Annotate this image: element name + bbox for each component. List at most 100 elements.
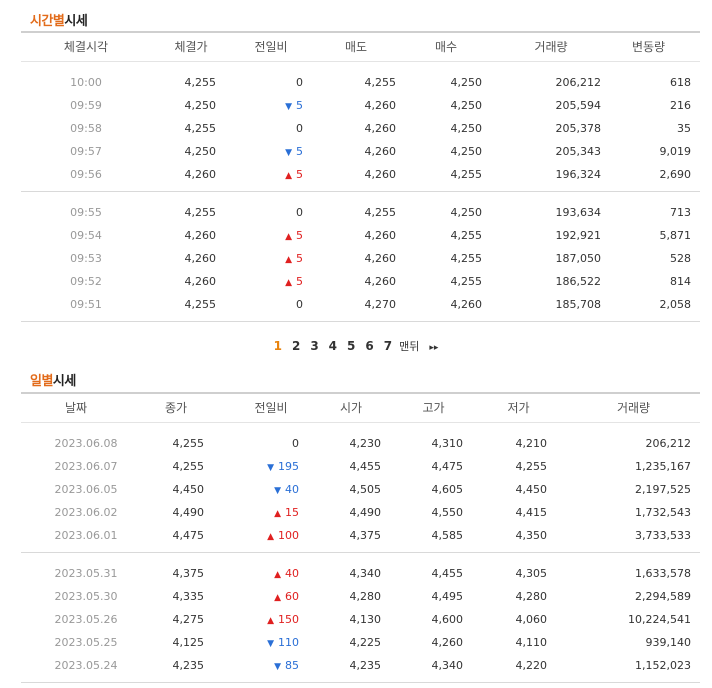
- intraday-cell-delta: 5,871: [659, 229, 692, 242]
- intraday-cell-chg: 0: [221, 71, 303, 94]
- daily-cell-open: 4,225: [349, 636, 382, 649]
- intraday-cell-vol: 186,522: [555, 275, 602, 288]
- intraday-cell-delta: 2,690: [659, 168, 692, 181]
- daily-change-value: 40: [285, 567, 299, 580]
- daily-price-table: 날짜 종가 전일비 시가 고가 저가 거래량 2023.06.08 4,255 0 4,230 4,3…: [21, 392, 700, 683]
- daily-table-bottom-border: [21, 682, 700, 683]
- page-link-2[interactable]: 2: [291, 339, 301, 353]
- intraday-group-spacer: [21, 62, 700, 71]
- intraday-cell-delta: 216: [670, 99, 691, 112]
- daily-section-title: 일별시세: [30, 370, 76, 389]
- daily-cell-vol: 1,732,543: [635, 506, 691, 519]
- daily-cell-low: 4,220: [515, 659, 548, 672]
- down-arrow-icon: ▼: [274, 662, 281, 672]
- daily-col-header: 거래량: [616, 401, 651, 415]
- intraday-price-table: 체결시각 체결가 전일비 매도 매수 거래량 변동량 10:00 4,255 0 4,255 4,25…: [21, 31, 700, 322]
- down-arrow-icon: ▼: [267, 639, 274, 649]
- intraday-table-bottom-border: [21, 321, 700, 322]
- intraday-cell-chg: 0: [221, 201, 303, 224]
- up-arrow-icon: ▲: [274, 509, 281, 519]
- up-arrow-icon: ▲: [274, 593, 281, 603]
- next-pages-icon[interactable]: ▸▸: [429, 343, 439, 353]
- intraday-cell-price: 4,250: [184, 99, 217, 112]
- page-link-3[interactable]: 3: [310, 339, 319, 353]
- intraday-table-row: 09:52 4,260 ▲ 5 4,260 4,255 186,522 814: [21, 270, 700, 293]
- intraday-cell-price: 4,260: [184, 275, 217, 288]
- daily-cell-chg: ▲ 100: [211, 524, 299, 549]
- up-arrow-icon: ▲: [285, 255, 292, 265]
- intraday-cell-chg: ▲ 5: [221, 247, 303, 272]
- intraday-change-value: 0: [296, 298, 303, 311]
- page-link-1[interactable]: 1: [273, 339, 282, 353]
- intraday-cell-chg: ▼ 5: [221, 94, 303, 119]
- down-arrow-icon: ▼: [274, 486, 281, 496]
- daily-cell-open: 4,230: [349, 437, 382, 450]
- daily-change-value: 0: [292, 437, 299, 450]
- daily-change-value: 195: [278, 460, 299, 473]
- daily-col-header: 날짜: [64, 401, 88, 415]
- daily-change-value: 150: [278, 613, 299, 626]
- intraday-table-row: 09:53 4,260 ▲ 5 4,260 4,255 187,050 528: [21, 247, 700, 270]
- intraday-cell-vol: 205,594: [555, 99, 602, 112]
- page-link-7[interactable]: 7: [383, 339, 393, 353]
- intraday-change-value: 5: [296, 252, 303, 265]
- intraday-cell-bid: 4,260: [450, 298, 483, 311]
- intraday-title-rest: 시세: [64, 14, 88, 29]
- intraday-cell-price: 4,250: [184, 145, 217, 158]
- daily-cell-low: 4,350: [515, 529, 548, 542]
- intraday-cell-bid: 4,255: [450, 275, 483, 288]
- daily-cell-chg: ▲ 150: [211, 608, 299, 633]
- daily-cell-low: 4,110: [515, 636, 548, 649]
- up-arrow-icon: ▲: [285, 232, 292, 242]
- intraday-cell-delta: 618: [670, 76, 691, 89]
- daily-cell-high: 4,455: [431, 567, 464, 580]
- daily-cell-vol: 2,197,525: [635, 483, 691, 496]
- daily-cell-low: 4,280: [515, 590, 548, 603]
- intraday-cell-ask: 4,270: [364, 298, 397, 311]
- daily-cell-close: 4,125: [172, 636, 205, 649]
- intraday-title-highlight: 시간별: [30, 14, 65, 29]
- daily-cell-low: 4,305: [515, 567, 548, 580]
- intraday-cell-price: 4,260: [184, 168, 217, 181]
- down-arrow-icon: ▼: [285, 102, 292, 112]
- intraday-col-header: 매수: [434, 40, 458, 54]
- page-link-4[interactable]: 4: [328, 339, 338, 353]
- intraday-cell-time: 09:53: [70, 252, 102, 265]
- daily-cell-open: 4,280: [349, 590, 382, 603]
- daily-cell-date: 2023.06.08: [54, 437, 118, 450]
- last-page-link[interactable]: 맨뒤: [399, 340, 420, 353]
- daily-cell-date: 2023.06.05: [54, 483, 118, 496]
- intraday-table-row: 09:58 4,255 0 4,260 4,250 205,378 35: [21, 117, 700, 140]
- daily-change-value: 40: [285, 483, 299, 496]
- intraday-col-header: 체결가: [174, 40, 208, 54]
- page-link-6[interactable]: 6: [365, 339, 374, 353]
- daily-table-row: 2023.06.02 4,490 ▲ 15 4,490 4,550 4,415 1,732,5…: [21, 501, 700, 524]
- intraday-col-header: 거래량: [534, 40, 568, 54]
- daily-cell-date: 2023.05.24: [54, 659, 118, 672]
- intraday-cell-delta: 713: [670, 206, 691, 219]
- daily-change-value: 100: [278, 529, 299, 542]
- intraday-cell-ask: 4,260: [364, 252, 397, 265]
- intraday-cell-ask: 4,260: [364, 168, 397, 181]
- intraday-cell-chg: ▲ 5: [221, 163, 303, 188]
- intraday-row-group: 09:55 4,255 0 4,255 4,250 193,634 713 09:54 4,26…: [21, 191, 700, 321]
- daily-cell-close: 4,375: [172, 567, 205, 580]
- page-link-5[interactable]: 5: [347, 339, 356, 353]
- daily-cell-date: 2023.06.02: [54, 506, 118, 519]
- daily-cell-chg: ▼ 195: [211, 455, 299, 480]
- daily-cell-chg: ▼ 40: [211, 478, 299, 503]
- intraday-change-value: 5: [296, 229, 303, 242]
- intraday-col-header: 변동량: [631, 40, 666, 54]
- daily-cell-open: 4,130: [349, 613, 382, 626]
- intraday-table-row: 09:57 4,250 ▼ 5 4,260 4,250 205,343 9,019: [21, 140, 700, 163]
- daily-cell-open: 4,505: [349, 483, 382, 496]
- daily-cell-high: 4,495: [431, 590, 464, 603]
- intraday-cell-delta: 814: [670, 275, 691, 288]
- intraday-col-header: 체결시각: [63, 40, 109, 54]
- daily-cell-open: 4,375: [349, 529, 382, 542]
- daily-cell-vol: 1,633,578: [635, 567, 691, 580]
- daily-cell-low: 4,210: [515, 437, 548, 450]
- daily-cell-date: 2023.05.30: [54, 590, 118, 603]
- daily-cell-chg: ▼ 85: [211, 654, 299, 679]
- daily-cell-date: 2023.05.26: [54, 613, 118, 626]
